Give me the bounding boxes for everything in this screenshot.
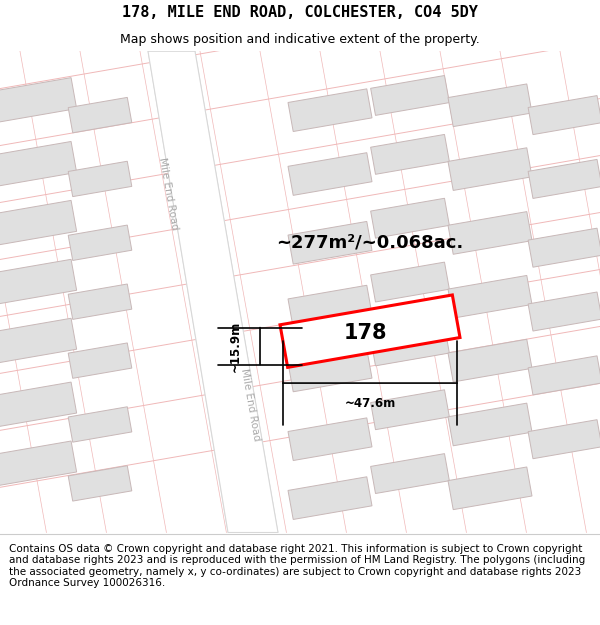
- Polygon shape: [0, 201, 77, 246]
- Polygon shape: [288, 477, 372, 519]
- Polygon shape: [0, 441, 77, 486]
- Polygon shape: [371, 262, 449, 302]
- Polygon shape: [288, 89, 372, 131]
- Polygon shape: [68, 98, 132, 132]
- Text: 178: 178: [343, 323, 387, 343]
- Polygon shape: [371, 454, 449, 494]
- Polygon shape: [68, 225, 132, 261]
- Polygon shape: [371, 390, 449, 429]
- Polygon shape: [0, 141, 77, 187]
- Polygon shape: [528, 159, 600, 199]
- Text: 178, MILE END ROAD, COLCHESTER, CO4 5DY: 178, MILE END ROAD, COLCHESTER, CO4 5DY: [122, 5, 478, 20]
- Polygon shape: [448, 212, 532, 254]
- Text: Mile End Road: Mile End Road: [239, 368, 262, 442]
- Text: ~15.9m: ~15.9m: [229, 321, 242, 372]
- Polygon shape: [448, 339, 532, 382]
- Polygon shape: [528, 292, 600, 331]
- Polygon shape: [68, 407, 132, 442]
- Text: Contains OS data © Crown copyright and database right 2021. This information is : Contains OS data © Crown copyright and d…: [9, 544, 585, 588]
- Polygon shape: [288, 221, 372, 264]
- Polygon shape: [148, 51, 278, 532]
- Text: Mile End Road: Mile End Road: [157, 157, 179, 231]
- Text: Map shows position and indicative extent of the property.: Map shows position and indicative extent…: [120, 34, 480, 46]
- Polygon shape: [288, 285, 372, 328]
- Polygon shape: [448, 467, 532, 509]
- Polygon shape: [448, 148, 532, 191]
- Polygon shape: [0, 78, 77, 123]
- Text: ~277m²/~0.068ac.: ~277m²/~0.068ac.: [277, 234, 464, 252]
- Polygon shape: [68, 284, 132, 319]
- Polygon shape: [288, 349, 372, 392]
- Text: ~47.6m: ~47.6m: [344, 397, 395, 410]
- Polygon shape: [148, 51, 278, 532]
- Polygon shape: [0, 259, 77, 305]
- Polygon shape: [68, 161, 132, 197]
- Polygon shape: [280, 295, 460, 368]
- Polygon shape: [371, 76, 449, 116]
- Polygon shape: [371, 134, 449, 174]
- Polygon shape: [371, 198, 449, 238]
- Polygon shape: [68, 343, 132, 378]
- Polygon shape: [288, 152, 372, 196]
- Polygon shape: [68, 466, 132, 501]
- Polygon shape: [448, 84, 532, 127]
- Polygon shape: [0, 382, 77, 428]
- Polygon shape: [528, 96, 600, 134]
- Polygon shape: [288, 418, 372, 461]
- Polygon shape: [448, 276, 532, 318]
- Polygon shape: [528, 356, 600, 395]
- Polygon shape: [371, 326, 449, 366]
- Polygon shape: [448, 403, 532, 446]
- Polygon shape: [528, 228, 600, 268]
- Polygon shape: [0, 318, 77, 364]
- Polygon shape: [528, 419, 600, 459]
